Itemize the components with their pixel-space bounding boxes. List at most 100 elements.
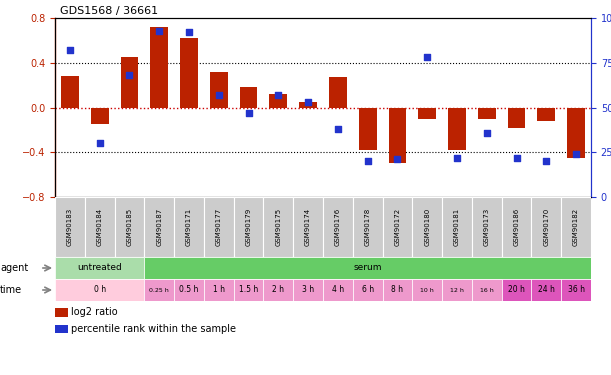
Point <box>511 154 521 160</box>
Point <box>541 158 551 164</box>
Text: GSM90184: GSM90184 <box>97 208 103 246</box>
Bar <box>174 197 204 257</box>
Point <box>482 129 492 135</box>
Point <box>571 151 581 157</box>
Bar <box>299 102 317 108</box>
Text: 2 h: 2 h <box>273 285 284 294</box>
Bar <box>329 77 347 108</box>
Bar <box>233 279 263 301</box>
Text: GSM90186: GSM90186 <box>514 208 519 246</box>
Bar <box>382 279 412 301</box>
Text: 6 h: 6 h <box>362 285 374 294</box>
Bar <box>233 197 263 257</box>
Text: GSM90183: GSM90183 <box>67 208 73 246</box>
Bar <box>389 108 406 164</box>
Point <box>65 47 75 53</box>
Text: GDS1568 / 36661: GDS1568 / 36661 <box>60 6 158 16</box>
Point <box>125 72 134 78</box>
Bar <box>323 279 353 301</box>
Point <box>422 54 432 60</box>
Bar <box>502 279 532 301</box>
Bar <box>532 279 562 301</box>
Bar <box>61 76 79 108</box>
Bar <box>359 108 376 150</box>
Bar <box>85 197 114 257</box>
Bar <box>263 279 293 301</box>
Bar <box>353 197 382 257</box>
Point <box>363 158 373 164</box>
Bar <box>204 279 233 301</box>
Text: 1 h: 1 h <box>213 285 225 294</box>
Text: GSM90179: GSM90179 <box>246 208 252 246</box>
Bar <box>55 308 68 316</box>
Bar <box>210 72 228 108</box>
Text: GSM90172: GSM90172 <box>395 208 400 246</box>
Text: GSM90171: GSM90171 <box>186 208 192 246</box>
Bar <box>174 279 204 301</box>
Text: 0.25 h: 0.25 h <box>149 288 169 292</box>
Bar <box>55 325 68 333</box>
Bar <box>114 197 144 257</box>
Bar <box>263 197 293 257</box>
Point <box>95 140 104 146</box>
Text: GSM90175: GSM90175 <box>276 208 281 246</box>
Text: serum: serum <box>353 264 382 273</box>
Bar <box>55 257 144 279</box>
Text: 16 h: 16 h <box>480 288 494 292</box>
Bar <box>353 279 382 301</box>
Bar <box>419 108 436 118</box>
Point <box>303 99 313 105</box>
Bar <box>442 197 472 257</box>
Text: 4 h: 4 h <box>332 285 344 294</box>
Text: 8 h: 8 h <box>392 285 403 294</box>
Point <box>274 92 284 98</box>
Bar <box>293 197 323 257</box>
Bar <box>55 279 144 301</box>
Bar <box>562 279 591 301</box>
Bar <box>538 108 555 121</box>
Point <box>452 154 462 160</box>
Text: GSM90181: GSM90181 <box>454 208 460 246</box>
Text: time: time <box>0 285 22 295</box>
Bar <box>204 197 233 257</box>
Text: percentile rank within the sample: percentile rank within the sample <box>71 324 236 334</box>
Text: GSM90187: GSM90187 <box>156 208 163 246</box>
Text: 3 h: 3 h <box>302 285 314 294</box>
Text: GSM90182: GSM90182 <box>573 208 579 246</box>
Bar <box>150 27 168 108</box>
Text: 24 h: 24 h <box>538 285 555 294</box>
Bar <box>472 279 502 301</box>
Bar <box>567 108 585 158</box>
Bar <box>442 279 472 301</box>
Text: 0 h: 0 h <box>93 285 106 294</box>
Bar <box>144 197 174 257</box>
Point <box>214 92 224 98</box>
Bar <box>412 197 442 257</box>
Text: 36 h: 36 h <box>568 285 585 294</box>
Bar <box>412 279 442 301</box>
Bar <box>382 197 412 257</box>
Text: GSM90170: GSM90170 <box>543 208 549 246</box>
Bar <box>269 94 287 108</box>
Bar <box>144 257 591 279</box>
Text: agent: agent <box>0 263 28 273</box>
Point <box>392 156 402 162</box>
Text: 12 h: 12 h <box>450 288 464 292</box>
Text: GSM90178: GSM90178 <box>365 208 371 246</box>
Point <box>155 27 164 33</box>
Bar <box>90 108 109 124</box>
Bar <box>472 197 502 257</box>
Bar <box>293 279 323 301</box>
Bar <box>508 108 525 128</box>
Bar <box>448 108 466 150</box>
Text: GSM90185: GSM90185 <box>126 208 133 246</box>
Bar <box>502 197 532 257</box>
Text: GSM90176: GSM90176 <box>335 208 341 246</box>
Point <box>184 29 194 35</box>
Bar <box>180 38 198 108</box>
Bar <box>55 197 85 257</box>
Text: untreated: untreated <box>78 264 122 273</box>
Point <box>333 126 343 132</box>
Text: 0.5 h: 0.5 h <box>179 285 199 294</box>
Bar <box>323 197 353 257</box>
